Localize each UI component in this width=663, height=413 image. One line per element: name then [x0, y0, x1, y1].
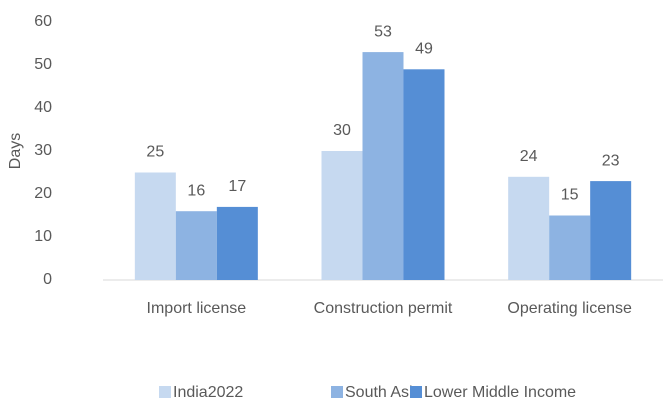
y-tick-label: 0 [43, 271, 52, 288]
data-label: 16 [187, 182, 205, 199]
bar [549, 215, 591, 280]
bar [321, 151, 363, 280]
data-label: 24 [520, 148, 538, 165]
bar [403, 69, 445, 280]
data-label: 30 [333, 122, 351, 139]
y-tick-label: 60 [34, 13, 52, 30]
legend-label: India2022 [173, 384, 243, 401]
data-label: 53 [374, 23, 392, 40]
data-label: 17 [228, 178, 246, 195]
bar [590, 181, 632, 280]
legend-swatch [410, 386, 422, 398]
legend-label: Lower Middle Income [424, 384, 576, 401]
y-tick-label: 30 [34, 142, 52, 159]
data-label: 15 [561, 187, 579, 204]
x-tick-label: Construction permit [313, 300, 453, 317]
bar [508, 176, 550, 280]
legend-label: South Asia [345, 384, 422, 401]
x-tick-label: Operating license [507, 300, 632, 317]
data-label: 23 [602, 152, 620, 169]
data-label: 49 [415, 41, 433, 58]
bar [362, 52, 404, 280]
legend-swatch [331, 386, 343, 398]
bar [216, 206, 258, 280]
y-tick-label: 40 [34, 99, 52, 116]
legend-swatch [159, 386, 171, 398]
x-tick-label: Import license [146, 300, 247, 317]
y-axis-label: Days [7, 133, 24, 169]
bar [175, 211, 217, 280]
bar [134, 172, 176, 280]
y-tick-label: 20 [34, 185, 52, 202]
data-label: 25 [146, 144, 164, 161]
y-tick-label: 50 [34, 56, 52, 73]
y-tick-label: 10 [34, 228, 52, 245]
